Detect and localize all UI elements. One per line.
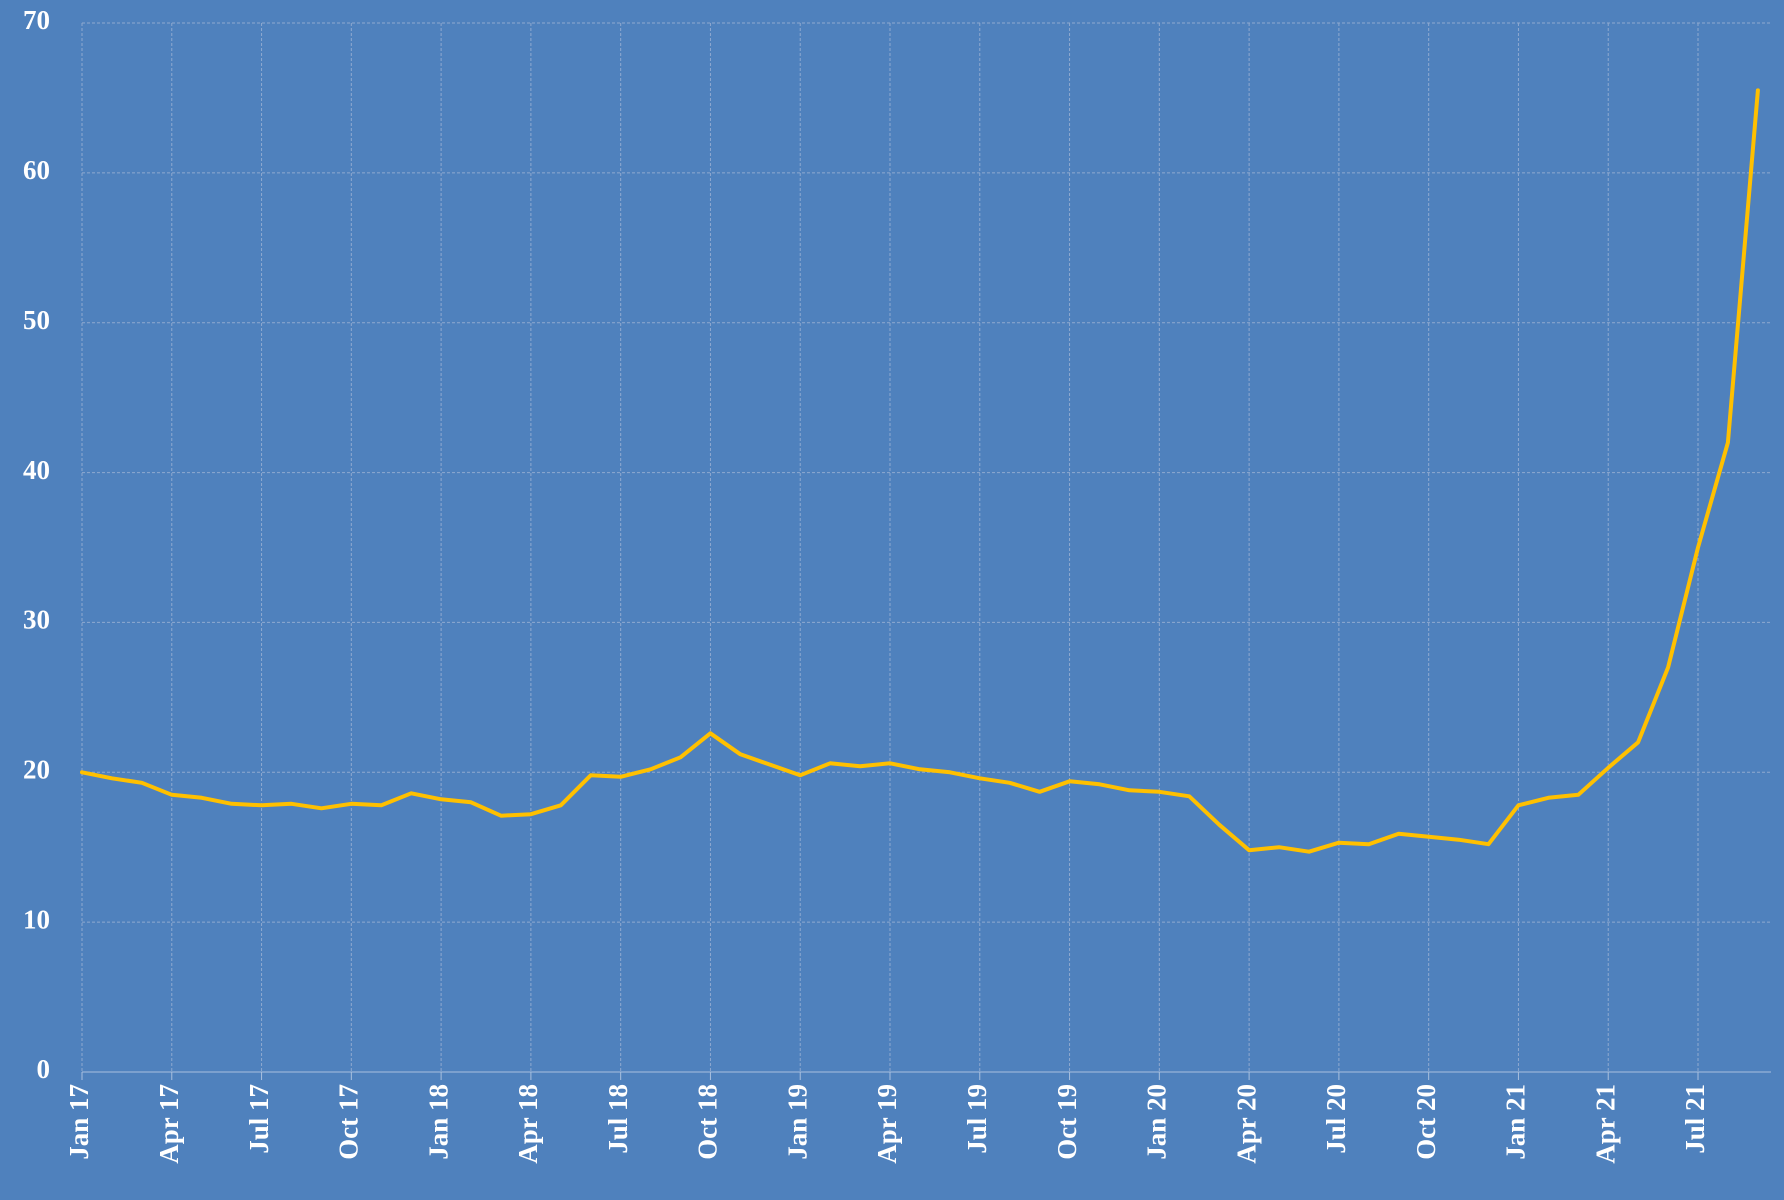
y-tick-label: 40 bbox=[23, 455, 50, 485]
x-tick-label: Apr 20 bbox=[1231, 1084, 1261, 1164]
y-tick-label: 70 bbox=[23, 5, 50, 35]
data-line bbox=[80, 88, 1760, 854]
x-tick-label: Apr 18 bbox=[513, 1084, 543, 1164]
x-tick-label: Apr 21 bbox=[1590, 1084, 1620, 1164]
x-tick-label: Jan 21 bbox=[1501, 1084, 1531, 1160]
y-tick-label: 60 bbox=[23, 155, 50, 185]
x-tick-label: Oct 20 bbox=[1411, 1084, 1441, 1160]
x-tick-label: Jan 20 bbox=[1142, 1084, 1172, 1160]
x-tick-label: Jan 18 bbox=[423, 1084, 453, 1160]
y-tick-label: 50 bbox=[23, 305, 50, 335]
x-tick-label: Oct 19 bbox=[1052, 1084, 1082, 1160]
x-tick-label: Jul 21 bbox=[1680, 1084, 1710, 1154]
x-tick-label: Jul 19 bbox=[962, 1084, 992, 1154]
x-tick-label: Oct 17 bbox=[334, 1084, 364, 1160]
x-tick-label: Jan 17 bbox=[64, 1084, 94, 1160]
x-tick-label: Jul 18 bbox=[603, 1084, 633, 1154]
y-tick-label: 10 bbox=[23, 904, 50, 934]
x-tick-label: Jan 19 bbox=[782, 1084, 812, 1160]
x-tick-label: Jul 20 bbox=[1321, 1084, 1351, 1154]
y-tick-label: 30 bbox=[23, 605, 50, 635]
y-tick-label: 0 bbox=[37, 1054, 51, 1084]
x-tick-label: Apr 19 bbox=[872, 1084, 902, 1164]
x-tick-label: Jul 17 bbox=[244, 1084, 274, 1154]
y-tick-label: 20 bbox=[23, 754, 50, 784]
x-tick-label: Oct 18 bbox=[693, 1084, 723, 1160]
x-tick-label: Apr 17 bbox=[154, 1084, 184, 1164]
